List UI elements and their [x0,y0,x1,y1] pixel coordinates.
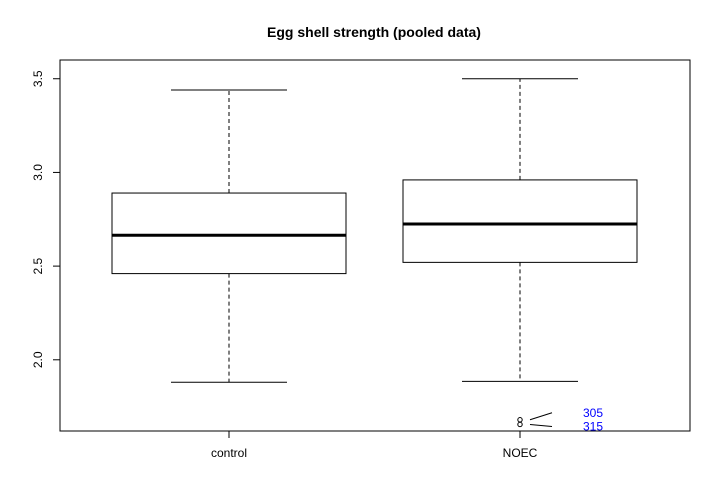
y-axis: 2.0 2.5 3.0 3.5 [31,70,61,368]
y-tick-label: 2.5 [31,257,45,274]
box-iqr [111,192,347,275]
x-axis: control NOEC [211,431,538,460]
box-control [111,89,347,383]
chart-title: Egg shell strength (pooled data) [267,24,481,40]
y-tick-label: 3.0 [31,164,45,181]
outlier-point [517,417,523,423]
y-tick-label: 3.5 [31,70,45,87]
outlier-label: 305 [583,406,603,420]
box-iqr [402,179,638,263]
x-tick-label: control [211,446,247,460]
outlier-label: 315 [583,419,603,433]
outlier-leader-line [529,423,553,427]
x-tick-label: NOEC [503,446,538,460]
y-tick-label: 2.0 [31,351,45,368]
outlier-leader-line [529,412,553,421]
outlier-point [517,421,523,428]
